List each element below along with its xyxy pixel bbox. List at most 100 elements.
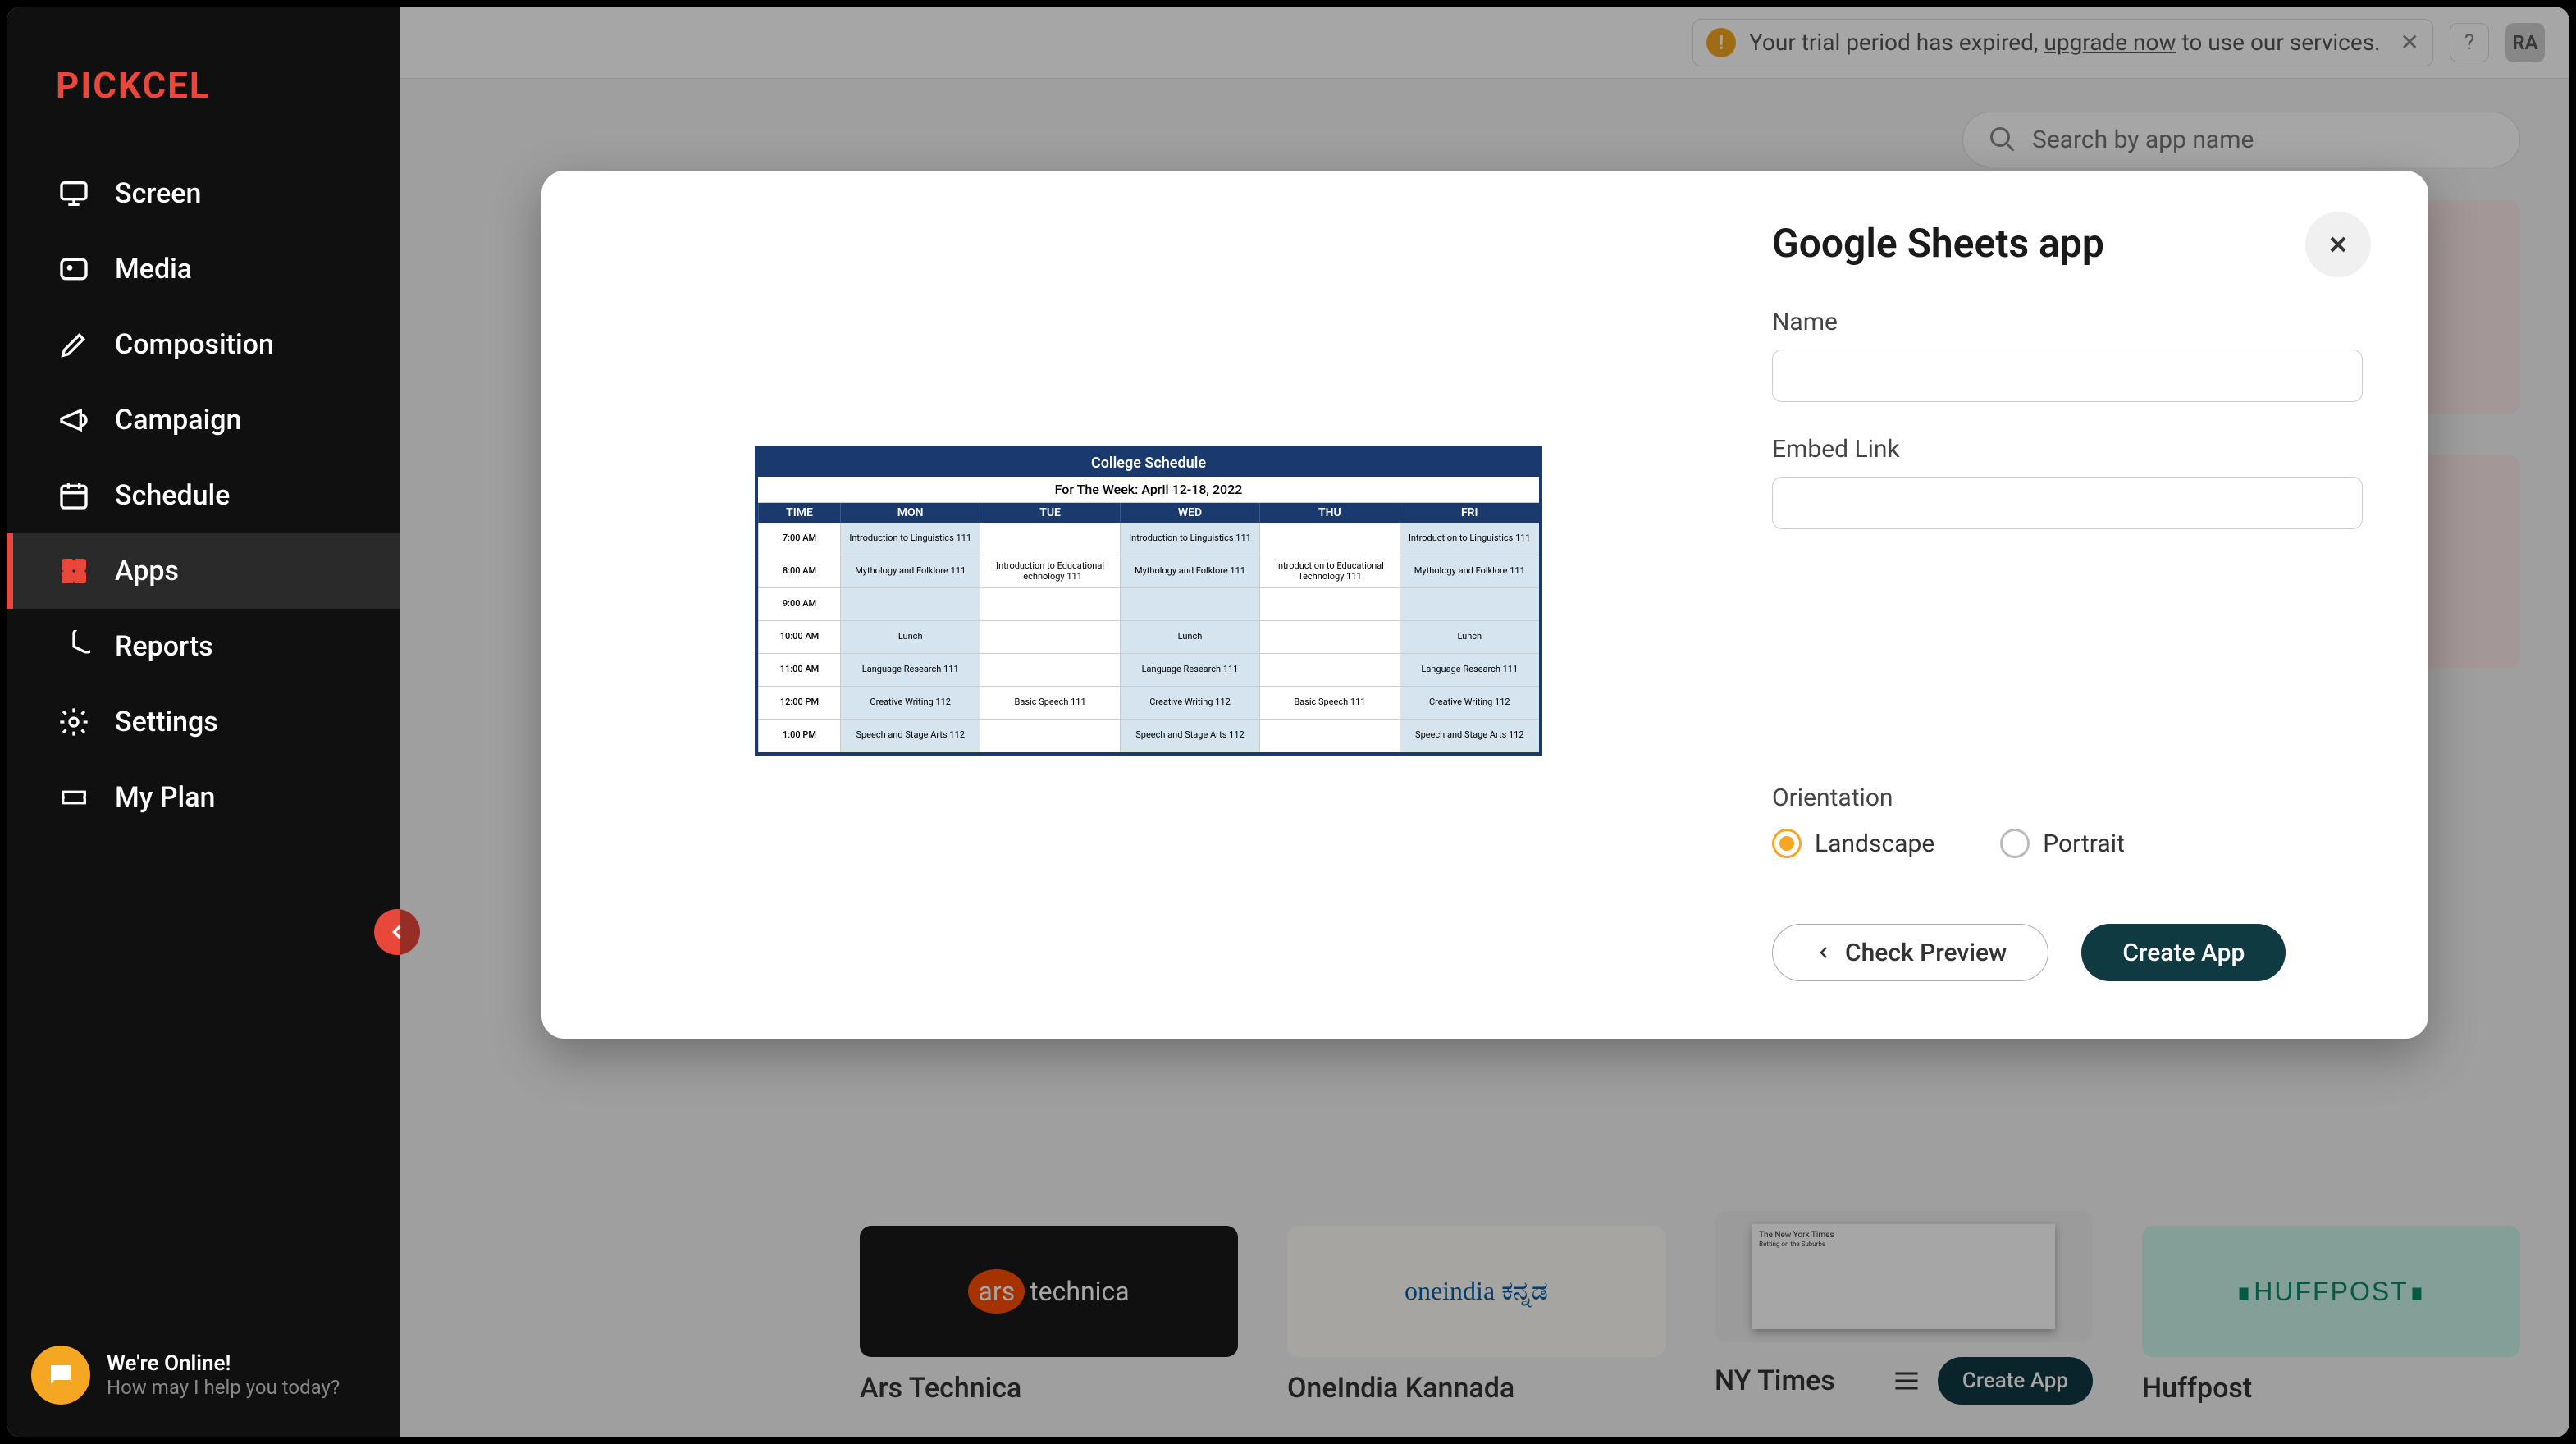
sched-cell: Introduction to Linguistics 111 [1120, 523, 1259, 555]
orientation-group: Landscape Portrait [1772, 829, 2363, 858]
sched-cell: Introduction to Linguistics 111 [1400, 523, 1539, 555]
nav-item-screen[interactable]: Screen [7, 156, 400, 231]
image-icon [56, 251, 92, 287]
sched-cell [980, 621, 1119, 654]
schedule-body: 7:00 AMIntroduction to Linguistics 111In… [758, 523, 1539, 752]
embed-input[interactable] [1772, 477, 2363, 529]
sched-time-cell: 9:00 AM [758, 588, 840, 621]
nav-label: Reports [115, 630, 213, 663]
sched-header-cell: MON [840, 503, 980, 523]
modal-form: Google Sheets app Name Embed Link Orient… [1772, 220, 2363, 981]
calendar-icon [56, 478, 92, 514]
schedule-preview: College Schedule For The Week: April 12-… [755, 446, 1542, 756]
chat-text: We're Online! How may I help you today? [107, 1351, 340, 1399]
sched-cell [980, 654, 1119, 687]
create-app-button[interactable]: Create App [2081, 924, 2286, 981]
nav-item-composition[interactable]: Composition [7, 307, 400, 382]
nav-label: Composition [115, 328, 274, 361]
chat-widget[interactable]: We're Online! How may I help you today? [31, 1346, 340, 1405]
sched-cell: Mythology and Folklore 111 [840, 555, 980, 588]
sched-cell [1259, 654, 1399, 687]
logo: PICKCEL [7, 31, 400, 156]
nav-item-reports[interactable]: Reports [7, 609, 400, 684]
brand-text: PICKCEL [56, 64, 351, 107]
close-icon [2325, 231, 2351, 258]
sched-cell: Introduction to Educational Technology 1… [1259, 555, 1399, 588]
radio-landscape-icon [1772, 829, 1802, 858]
nav-label: My Plan [115, 781, 215, 814]
nav-label: Schedule [115, 479, 230, 512]
schedule-header: TIMEMONTUEWEDTHUFRI [758, 503, 1539, 523]
pie-icon [56, 628, 92, 665]
nav-item-media[interactable]: Media [7, 231, 400, 307]
sched-cell: Mythology and Folklore 111 [1400, 555, 1539, 588]
main-area: ! Your trial period has expired, upgrade… [400, 7, 2569, 1437]
sched-cell: Creative Writing 112 [840, 687, 980, 720]
sched-cell: Creative Writing 112 [1120, 687, 1259, 720]
monitor-icon [56, 176, 92, 212]
nav-item-settings[interactable]: Settings [7, 684, 400, 760]
sched-cell: Speech and Stage Arts 112 [840, 720, 980, 752]
sched-cell: Lunch [1400, 621, 1539, 654]
nav-item-campaign[interactable]: Campaign [7, 382, 400, 458]
sidebar: PICKCEL ScreenMediaCompositionCampaignSc… [7, 7, 400, 1437]
sched-cell [1259, 523, 1399, 555]
arrow-left-icon [1814, 943, 1834, 962]
sched-cell: Speech and Stage Arts 112 [1120, 720, 1259, 752]
sched-time-cell: 1:00 PM [758, 720, 840, 752]
nav-label: Screen [115, 177, 201, 210]
radio-portrait-icon [2000, 829, 2030, 858]
schedule-title: College Schedule [758, 450, 1539, 477]
nav-label: Media [115, 253, 192, 286]
grid-icon [56, 553, 92, 589]
sched-header-cell: TIME [758, 503, 840, 523]
sched-cell: Language Research 111 [1120, 654, 1259, 687]
sched-cell: Introduction to Linguistics 111 [840, 523, 980, 555]
sched-cell: Speech and Stage Arts 112 [1400, 720, 1539, 752]
name-label: Name [1772, 308, 2363, 336]
sched-cell [980, 523, 1119, 555]
name-input[interactable] [1772, 350, 2363, 402]
sched-header-cell: TUE [980, 503, 1119, 523]
sched-header-cell: THU [1259, 503, 1399, 523]
modal-actions: Check Preview Create App [1772, 924, 2363, 981]
sched-cell [1259, 621, 1399, 654]
check-preview-button[interactable]: Check Preview [1772, 924, 2048, 981]
sched-cell [1259, 588, 1399, 621]
nav-label: Campaign [115, 404, 241, 436]
sched-cell: Mythology and Folklore 111 [1120, 555, 1259, 588]
sched-cell: Basic Speech 111 [1259, 687, 1399, 720]
modal-close-button[interactable] [2305, 212, 2371, 277]
sched-time-cell: 10:00 AM [758, 621, 840, 654]
radio-portrait[interactable]: Portrait [2000, 829, 2125, 858]
gear-icon [56, 704, 92, 740]
ticket-icon [56, 779, 92, 816]
sched-cell: Lunch [840, 621, 980, 654]
sched-cell [1400, 588, 1539, 621]
chat-bubble-icon [31, 1346, 90, 1405]
chat-help-text: How may I help you today? [107, 1376, 340, 1399]
radio-landscape[interactable]: Landscape [1772, 829, 1934, 858]
nav-label: Settings [115, 706, 218, 738]
sched-time-cell: 7:00 AM [758, 523, 840, 555]
sched-cell [840, 588, 980, 621]
modal-preview: College Schedule For The Week: April 12-… [607, 220, 1690, 981]
sched-time-cell: 8:00 AM [758, 555, 840, 588]
sched-cell [1120, 588, 1259, 621]
sched-header-cell: FRI [1400, 503, 1539, 523]
sched-time-cell: 12:00 PM [758, 687, 840, 720]
sched-cell: Basic Speech 111 [980, 687, 1119, 720]
nav-list: Screen Media Composition Campaign Schedule Ap… [7, 156, 400, 835]
nav-item-apps[interactable]: Apps [7, 533, 400, 609]
nav-label: Apps [115, 555, 179, 587]
nav-item-schedule[interactable]: Schedule [7, 458, 400, 533]
sched-cell: Language Research 111 [1400, 654, 1539, 687]
modal-title: Google Sheets app [1772, 220, 2363, 267]
embed-label: Embed Link [1772, 435, 2363, 464]
modal-google-sheets: College Schedule For The Week: April 12-… [541, 171, 2428, 1039]
sched-cell [980, 720, 1119, 752]
sched-cell [980, 588, 1119, 621]
nav-item-my-plan[interactable]: My Plan [7, 760, 400, 835]
chat-online-text: We're Online! [107, 1351, 340, 1376]
sched-cell [1259, 720, 1399, 752]
